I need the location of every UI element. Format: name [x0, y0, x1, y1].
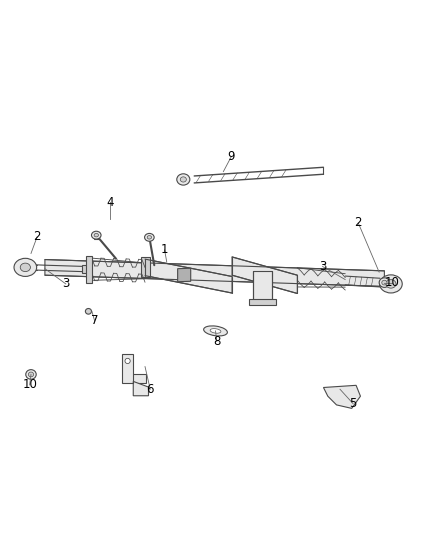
Ellipse shape: [379, 278, 390, 287]
Polygon shape: [145, 259, 232, 293]
Ellipse shape: [386, 280, 396, 288]
Ellipse shape: [180, 177, 186, 182]
Polygon shape: [253, 271, 272, 301]
Polygon shape: [323, 385, 360, 408]
Polygon shape: [249, 298, 276, 305]
Text: 2: 2: [354, 216, 362, 230]
Text: 9: 9: [227, 150, 235, 163]
Text: 10: 10: [22, 378, 37, 391]
Text: 8: 8: [213, 335, 220, 348]
Ellipse shape: [380, 275, 402, 293]
Polygon shape: [133, 382, 148, 396]
Ellipse shape: [147, 236, 152, 239]
Polygon shape: [86, 256, 92, 282]
Ellipse shape: [26, 370, 36, 379]
Ellipse shape: [94, 233, 99, 237]
Ellipse shape: [14, 259, 37, 277]
Ellipse shape: [382, 280, 387, 285]
Ellipse shape: [145, 233, 154, 241]
Text: 2: 2: [33, 230, 41, 244]
Polygon shape: [122, 354, 146, 383]
Text: 5: 5: [350, 397, 357, 410]
Ellipse shape: [125, 358, 130, 364]
Polygon shape: [82, 265, 88, 273]
Text: 7: 7: [91, 314, 98, 327]
Ellipse shape: [204, 326, 227, 336]
Ellipse shape: [210, 329, 221, 333]
Polygon shape: [178, 268, 191, 282]
Ellipse shape: [85, 309, 92, 314]
Text: 3: 3: [319, 260, 326, 273]
Ellipse shape: [28, 372, 34, 377]
Text: 10: 10: [385, 276, 399, 289]
Text: 4: 4: [106, 196, 114, 208]
Ellipse shape: [92, 231, 101, 239]
Polygon shape: [141, 257, 150, 277]
Ellipse shape: [20, 263, 30, 272]
Text: 6: 6: [146, 383, 154, 395]
Ellipse shape: [177, 174, 190, 185]
Text: 3: 3: [62, 277, 70, 290]
Text: 1: 1: [161, 244, 168, 256]
Polygon shape: [232, 257, 297, 294]
Polygon shape: [45, 260, 385, 287]
